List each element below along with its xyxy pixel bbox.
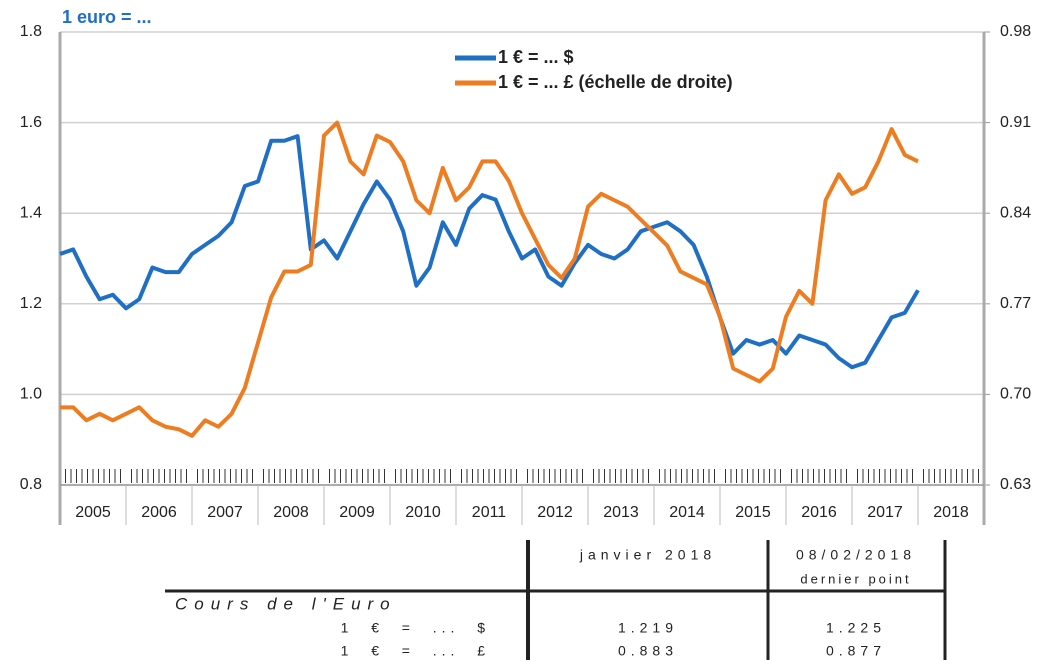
table-cell: 1 € = ... £ xyxy=(341,643,490,659)
x-tick-label: 2018 xyxy=(933,504,969,521)
x-tick-label: 2014 xyxy=(669,504,705,521)
y2-tick-label: 0.77 xyxy=(1000,295,1031,312)
x-tick-label: 2017 xyxy=(867,504,903,521)
table-header: janvier 2018 xyxy=(579,547,716,563)
x-tick-label: 2013 xyxy=(603,504,639,521)
y-tick-label: 1.4 xyxy=(20,204,42,221)
x-tick-label: 2009 xyxy=(339,504,375,521)
y2-tick-label: 0.70 xyxy=(1000,386,1031,403)
y2-tick-label: 0.63 xyxy=(1000,476,1031,493)
axis-label: 1 euro = ... xyxy=(62,7,152,27)
table-header: dernier point xyxy=(800,571,911,586)
legend-label: 1 € = ... £ (échelle de droite) xyxy=(498,72,733,92)
y-tick-label: 1.0 xyxy=(20,386,42,403)
table-cell: 0.883 xyxy=(618,643,678,659)
table-cell: 1.225 xyxy=(826,620,886,636)
y2-tick-label: 0.84 xyxy=(1000,204,1031,221)
table-cell: 1 € = ... $ xyxy=(341,620,490,636)
y2-tick-label: 0.91 xyxy=(1000,114,1031,131)
y-tick-label: 1.8 xyxy=(20,23,42,40)
line-series xyxy=(60,120,919,438)
y-tick-label: 1.2 xyxy=(20,295,42,312)
x-tick-label: 2015 xyxy=(735,504,771,521)
x-tick-label: 2010 xyxy=(405,504,441,521)
x-tick-label: 2008 xyxy=(273,504,309,521)
y-tick-label: 0.8 xyxy=(20,476,42,493)
x-tick-label: 2012 xyxy=(537,504,573,521)
line-series xyxy=(59,134,920,370)
table-section: Cours de l'Euro xyxy=(175,594,397,613)
legend-label: 1 € = ... $ xyxy=(498,47,574,67)
table-cell: 1.219 xyxy=(618,620,678,636)
x-tick-label: 2007 xyxy=(207,504,243,521)
y2-tick-label: 0.98 xyxy=(1000,23,1031,40)
x-tick-label: 2016 xyxy=(801,504,837,521)
x-tick-label: 2011 xyxy=(472,504,507,521)
table-cell: 0.877 xyxy=(826,643,886,659)
table-header: 08/02/2018 xyxy=(796,547,916,563)
x-tick-label: 2005 xyxy=(75,504,111,521)
x-tick-label: 2006 xyxy=(141,504,177,521)
y-tick-label: 1.6 xyxy=(20,114,42,131)
